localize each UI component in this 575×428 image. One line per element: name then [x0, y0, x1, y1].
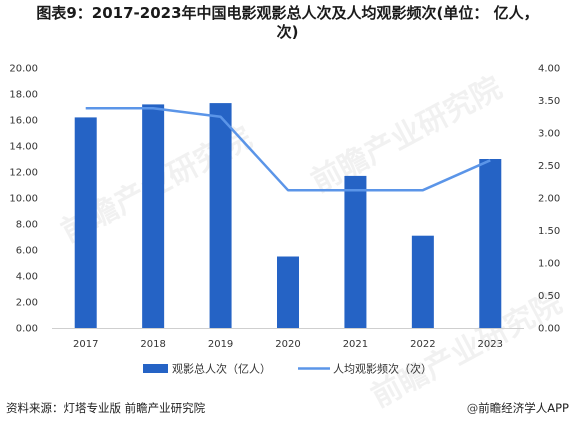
right-axis: 0.00 0.50 1.00 1.50 2.00 2.50 3.00 3.50 4.00 — [538, 64, 560, 335]
chart-title-line2: 次) — [276, 23, 299, 41]
chart-title: 图表9：2017-2023年中国电影观影总人次及人均观影频次(单位： 亿人， 次… — [0, 4, 575, 42]
right-tick-label: 3.50 — [538, 96, 560, 107]
at-sign: @ — [466, 401, 479, 415]
right-tick-label: 0.00 — [538, 324, 560, 335]
right-tick-label: 2.00 — [538, 194, 560, 205]
legend-bar-swatch — [143, 364, 168, 373]
right-tick-label: 0.50 — [538, 291, 560, 302]
legend-line-label: 人均观影频次（次） — [333, 362, 432, 376]
line-series — [85, 107, 491, 192]
brand-credit: @前瞻经济学人APP — [467, 400, 569, 416]
left-axis: 0.00 2.00 4.00 6.00 8.00 10.00 12.00 14.00 16.00… — [9, 64, 38, 335]
brand-name: 前瞻经济学人APP — [478, 401, 569, 415]
x-tick-label: 2023 — [478, 339, 503, 350]
bar — [74, 117, 97, 329]
bar — [411, 235, 434, 328]
legend: 观影总人次（亿人） 人均观影频次（次） — [143, 362, 432, 376]
right-tick-label: 1.00 — [538, 259, 560, 270]
bar — [344, 175, 367, 328]
left-tick-label: 8.00 — [16, 220, 38, 231]
right-tick-label: 3.00 — [538, 129, 560, 140]
left-tick-label: 2.00 — [16, 298, 38, 309]
right-tick-label: 1.50 — [538, 226, 560, 237]
x-tick-label: 2019 — [208, 339, 233, 350]
x-tick-label: 2017 — [73, 339, 98, 350]
x-tick-label: 2018 — [140, 339, 165, 350]
x-tick-label: 2020 — [275, 339, 300, 350]
bar — [142, 104, 165, 329]
right-tick-label: 2.50 — [538, 161, 560, 172]
left-tick-label: 0.00 — [16, 324, 38, 335]
legend-bar-label: 观影总人次（亿人） — [172, 362, 271, 376]
left-tick-label: 4.00 — [16, 272, 38, 283]
x-tick-label: 2022 — [410, 339, 435, 350]
left-tick-label: 20.00 — [9, 64, 38, 75]
x-axis: 2017 2018 2019 2020 2021 2022 2023 — [73, 339, 503, 350]
left-tick-label: 6.00 — [16, 246, 38, 257]
bar — [277, 256, 299, 328]
right-tick-label: 4.00 — [538, 64, 560, 75]
left-tick-label: 14.00 — [9, 142, 38, 153]
bar — [209, 103, 232, 328]
chart-title-line1: 图表9：2017-2023年中国电影观影总人次及人均观影频次(单位： 亿人， — [36, 4, 539, 22]
left-tick-label: 10.00 — [9, 194, 38, 205]
left-tick-label: 16.00 — [9, 116, 38, 127]
bar-series — [74, 103, 502, 329]
left-tick-label: 18.00 — [9, 90, 38, 101]
left-tick-label: 12.00 — [9, 168, 38, 179]
source-note: 资料来源：灯塔专业版 前瞻产业研究院 — [6, 401, 206, 415]
bar — [479, 159, 502, 328]
footer: 资料来源：灯塔专业版 前瞻产业研究院 @前瞻经济学人APP — [6, 400, 569, 418]
x-tick-label: 2021 — [343, 339, 368, 350]
